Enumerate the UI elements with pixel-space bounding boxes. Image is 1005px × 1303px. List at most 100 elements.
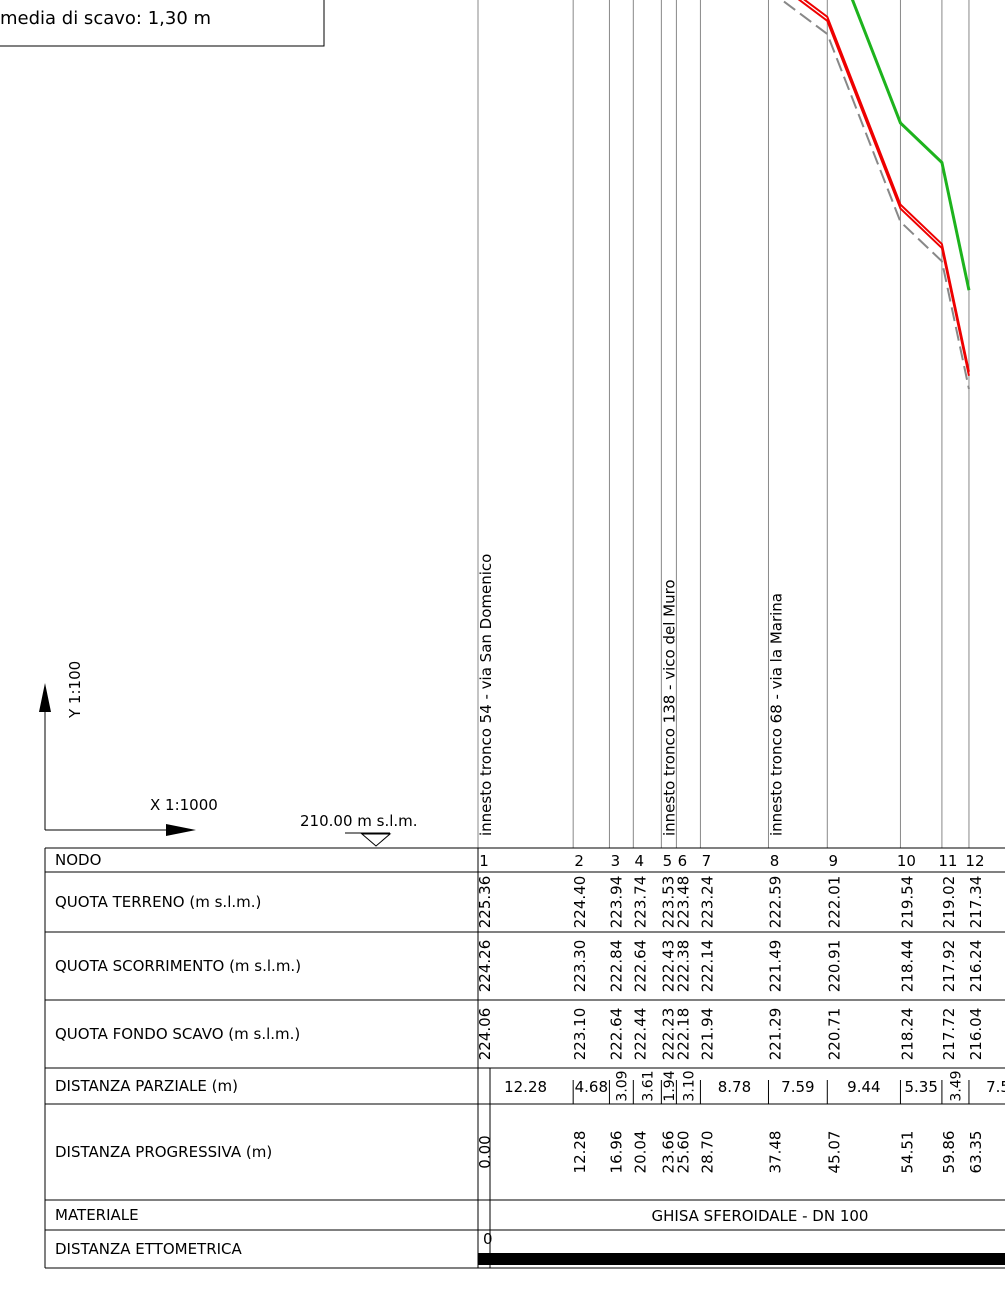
- row-label: NODO: [55, 851, 101, 869]
- cell-value: 20.04: [631, 1131, 649, 1174]
- cell-value: 223.24: [698, 876, 716, 929]
- partial-value: 7.5: [986, 1078, 1005, 1096]
- cell-value: 45.07: [825, 1131, 843, 1174]
- cell-value: 222.64: [607, 1008, 625, 1061]
- pipe-line: [803, 0, 970, 372]
- cell-value: 220.91: [825, 940, 843, 993]
- cell-value: 12.28: [571, 1131, 589, 1174]
- cell-value: 16.96: [607, 1131, 625, 1174]
- cell-value: 218.44: [898, 940, 916, 993]
- cell-value: 223.10: [571, 1008, 589, 1061]
- cell-value: 222.23: [659, 1008, 677, 1061]
- node-number: 9: [829, 852, 839, 870]
- cell-value: 37.48: [766, 1131, 784, 1174]
- cell-value: 222.38: [674, 940, 692, 993]
- cell-value: 219.54: [898, 876, 916, 929]
- cell-value: 216.04: [967, 1008, 985, 1061]
- material: GHISA SFEROIDALE - DN 100: [652, 1207, 869, 1225]
- cell-value: 216.24: [967, 940, 985, 993]
- partial-value: 7.59: [781, 1078, 814, 1096]
- ettometric-label: 0: [483, 1230, 493, 1248]
- node-number: 12: [965, 852, 984, 870]
- partial-value: 3.10: [681, 1070, 697, 1101]
- node-number: 6: [678, 852, 688, 870]
- annotation: innesto tronco 68 - via la Marina: [767, 593, 785, 836]
- cell-value: 219.02: [940, 876, 958, 929]
- partial-value: 3.61: [640, 1070, 656, 1101]
- cell-value: 221.94: [698, 1008, 716, 1061]
- y-scale: Y 1:100: [66, 661, 84, 719]
- node-number: 11: [938, 852, 957, 870]
- row-label: QUOTA SCORRIMENTO (m s.l.m.): [55, 957, 301, 975]
- cell-value: 25.60: [674, 1131, 692, 1174]
- cell-value: 59.86: [940, 1131, 958, 1174]
- row-label: QUOTA TERRENO (m s.l.m.): [55, 893, 261, 911]
- node-number: 4: [635, 852, 645, 870]
- cell-value: 225.36: [476, 876, 494, 929]
- row-label: DISTANZA ETTOMETRICA: [55, 1240, 243, 1258]
- node-number: 7: [702, 852, 712, 870]
- row-label: DISTANZA PARZIALE (m): [55, 1077, 238, 1095]
- row-label: QUOTA FONDO SCAVO (m s.l.m.): [55, 1025, 300, 1043]
- cell-value: 223.94: [607, 876, 625, 929]
- cell-value: 0.00: [476, 1135, 494, 1168]
- cell-value: 54.51: [898, 1131, 916, 1174]
- node-number: 8: [770, 852, 780, 870]
- node-number: 2: [574, 852, 584, 870]
- row-label: MATERIALE: [55, 1206, 139, 1224]
- partial-value: 8.78: [718, 1078, 751, 1096]
- cell-value: 220.71: [825, 1008, 843, 1061]
- cell-value: 221.29: [766, 1008, 784, 1061]
- cell-value: 224.26: [476, 940, 494, 993]
- node-number: 10: [897, 852, 916, 870]
- cell-value: 222.18: [674, 1008, 692, 1061]
- cell-value: 222.01: [825, 876, 843, 929]
- cell-value: 222.59: [766, 876, 784, 929]
- partial-value: 3.09: [614, 1070, 630, 1101]
- node-number: 1: [479, 852, 489, 870]
- note-text: media di scavo: 1,30 m: [0, 8, 211, 29]
- cell-value: 217.92: [940, 940, 958, 993]
- cell-value: 224.40: [571, 876, 589, 929]
- datum-mark: [360, 833, 392, 847]
- partial-value: 12.28: [504, 1078, 547, 1096]
- datum-label: 210.00 m s.l.m.: [300, 812, 418, 830]
- cell-value: 223.74: [631, 876, 649, 929]
- cell-value: 223.48: [674, 876, 692, 929]
- node-number: 3: [611, 852, 621, 870]
- partial-value: 5.35: [904, 1078, 937, 1096]
- cell-value: 223.30: [571, 940, 589, 993]
- node-number: 5: [663, 852, 673, 870]
- cell-value: 217.34: [967, 876, 985, 929]
- cell-value: 28.70: [698, 1131, 716, 1174]
- terrain-line: [850, 0, 971, 291]
- excavation-line: [780, 0, 970, 390]
- cell-value: 222.44: [631, 1008, 649, 1061]
- partial-value: 3.49: [948, 1070, 964, 1101]
- cell-value: 224.06: [476, 1008, 494, 1061]
- cell-value: 221.49: [766, 940, 784, 993]
- x-arrow: [166, 824, 196, 836]
- partial-value: 1.94: [662, 1070, 678, 1101]
- pipe-line: [797, 0, 970, 376]
- cell-value: 63.35: [967, 1131, 985, 1174]
- cell-value: 222.84: [607, 940, 625, 993]
- cell-value: 23.66: [659, 1131, 677, 1174]
- cell-value: 222.14: [698, 940, 716, 993]
- cell-value: 223.53: [659, 876, 677, 929]
- annotation: innesto tronco 54 - via San Domenico: [477, 554, 495, 836]
- cell-value: 217.72: [940, 1008, 958, 1061]
- annotation: innesto tronco 138 - vico del Muro: [660, 579, 678, 836]
- cell-value: 218.24: [898, 1008, 916, 1061]
- ettometric-bar: [478, 1253, 1005, 1265]
- cell-value: 222.43: [659, 940, 677, 993]
- partial-value: 9.44: [847, 1078, 880, 1096]
- y-arrow: [39, 683, 51, 712]
- cell-value: 222.64: [631, 940, 649, 993]
- partial-value: 4.68: [575, 1078, 608, 1096]
- x-scale: X 1:1000: [150, 796, 218, 814]
- row-label: DISTANZA PROGRESSIVA (m): [55, 1143, 272, 1161]
- note-box: [0, 0, 325, 47]
